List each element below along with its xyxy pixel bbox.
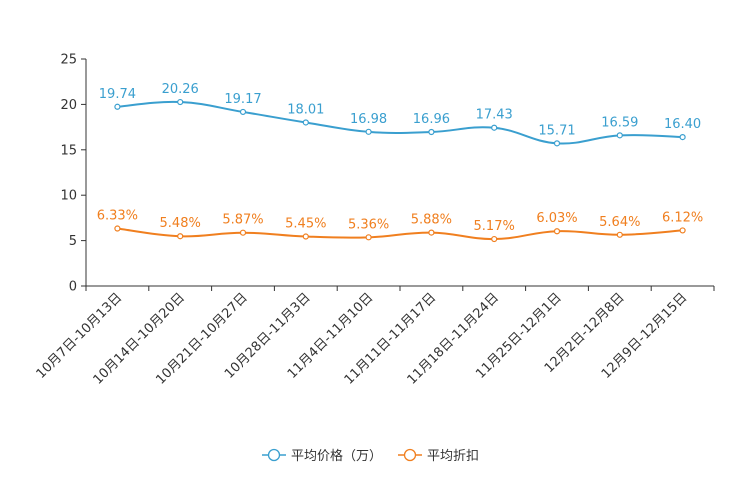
data-label: 17.43 [476,108,513,123]
data-label: 16.98 [350,112,387,127]
data-label: 5.17% [474,219,515,234]
data-label: 16.40 [664,117,701,132]
legend-label: 平均价格（万） [291,448,382,464]
data-point [177,233,184,240]
data-label: 5.45% [285,217,326,232]
data-label: 16.96 [413,112,450,127]
x-axis-ticks: 10月7日-10月13日10月14日-10月20日10月21日-10月27日10… [34,286,715,388]
y-tick-label: 0 [69,280,77,295]
series-1: 6.33% 5.48% 5.87% 5.45% 5.36% 5.88% 5.17% 6.03%… [97,209,703,243]
data-label: 5.88% [411,213,452,228]
data-label: 15.71 [538,123,575,138]
series-line [117,227,683,241]
y-tick-label: 10 [60,189,77,204]
data-point [679,227,686,234]
legend-item-0[interactable]: 平均价格（万） [262,448,382,464]
y-axis-ticks: 0 5 10 15 20 25 [60,53,86,295]
data-point [679,133,686,141]
data-point [616,231,623,238]
legend-marker [403,448,417,462]
data-point [114,103,121,110]
y-tick-label: 20 [60,98,77,113]
legend-marker [267,448,281,462]
legend-item-1[interactable]: 平均折扣 [398,448,479,464]
data-label: 5.48% [160,216,201,231]
data-label: 20.26 [162,82,199,97]
data-label: 6.12% [662,210,703,225]
data-label: 18.01 [287,102,324,117]
chart-legend: 平均价格（万） 平均折扣 [262,448,479,464]
data-label: 5.87% [222,213,263,228]
series-0: 19.74 20.26 19.17 18.01 16.98 16.96 17.43 15.71… [99,82,701,147]
data-point [302,233,309,240]
data-point [302,119,309,126]
data-point [491,124,498,131]
data-label: 6.33% [97,209,138,224]
data-point [553,228,561,235]
data-label: 19.74 [99,87,136,102]
data-point [239,229,247,236]
data-point [365,128,372,135]
chart-series: 19.74 20.26 19.17 18.01 16.98 16.96 17.43 15.71… [97,82,703,243]
data-label: 16.59 [601,115,638,130]
data-label: 19.17 [224,92,261,107]
data-point [239,108,247,116]
data-point [365,234,372,241]
series-line [117,100,683,145]
y-tick-label: 25 [60,53,77,68]
data-point [428,128,435,136]
data-label: 5.36% [348,217,389,232]
data-point [114,225,121,232]
data-point [428,229,435,236]
data-point [491,235,498,243]
y-tick-label: 5 [69,234,77,249]
data-label: 5.64% [599,215,640,230]
legend-label: 平均折扣 [427,449,479,464]
data-point [553,140,561,147]
data-label: 6.03% [536,211,577,226]
data-point [616,132,623,139]
data-point [177,98,184,106]
y-tick-label: 15 [60,143,77,158]
